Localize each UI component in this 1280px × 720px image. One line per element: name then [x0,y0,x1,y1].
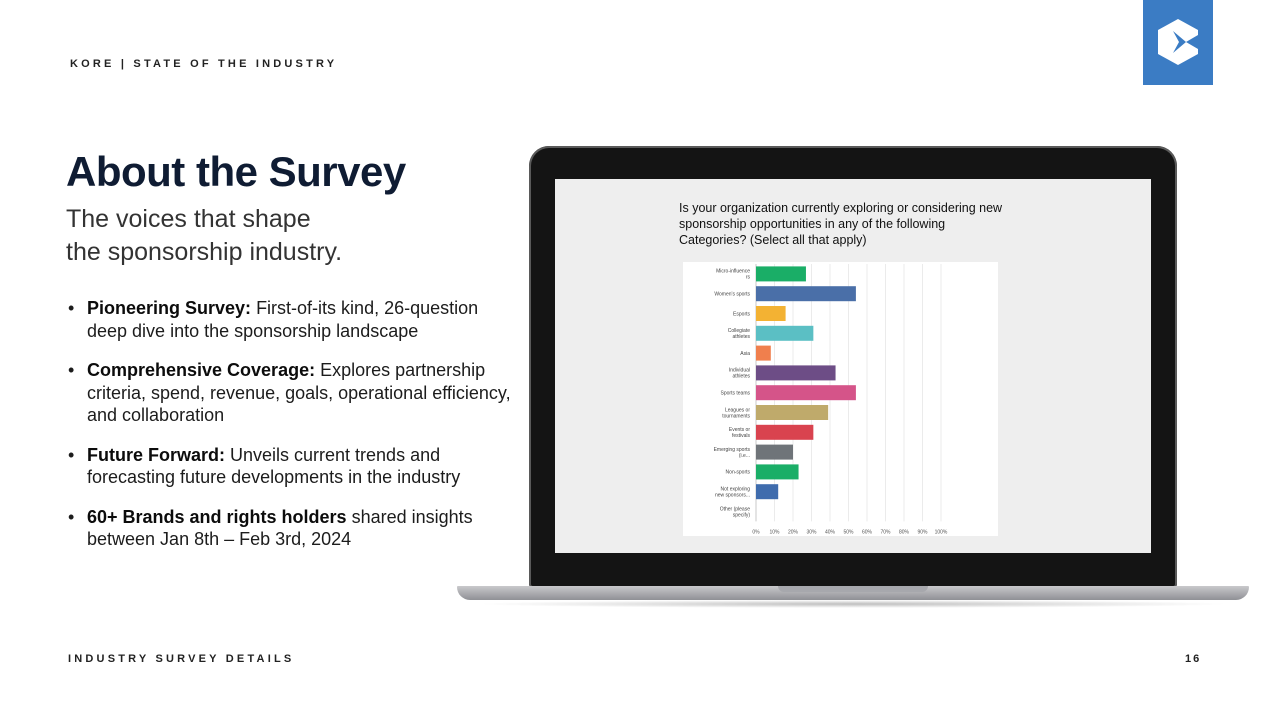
x-tick-label: 100% [935,529,948,535]
survey-bar-chart: 0% 10% 20% 30% 40% 50% 60% 70% 80% 90% 100% Micro-i… [683,262,998,536]
category-label: Individual athletes [729,368,751,380]
category-label: Events or festivals [729,427,751,439]
category-label: Leagues or tournaments [722,407,750,419]
bullet-text: Unveils current trends and forecasting f… [87,444,461,488]
bar [756,345,771,361]
category-label: Women's sports [714,292,750,298]
x-tick-label: 50% [843,529,854,535]
bar-chart-svg: 0% 10% 20% 30% 40% 50% 60% 70% 80% 90% 100% Micro-i… [714,264,948,535]
x-tick-label: 80% [899,529,910,535]
hexagon-logo-icon [1158,19,1198,65]
x-tick-label: 70% [880,529,891,535]
bar [756,405,829,420]
page-title: About the Survey [66,148,406,195]
subtitle-line-1: The voices that shape [66,205,311,233]
bullet-list: Pioneering Survey: First-of-its kind, 26… [68,297,518,568]
bullet-heading: Future Forward: [87,444,225,465]
bar [756,484,779,500]
x-tick-label: 20% [788,529,799,535]
bullet-text: Explores partnership criteria, spend, re… [87,360,511,425]
bullet-heading: Pioneering Survey: [87,298,252,318]
bar [756,325,814,341]
bullet-text: First-of-its kind, 26-question deep dive… [87,298,479,341]
bullet-item: 60+ Brands and rights holders shared ins… [68,506,518,551]
category-label: Emerging sports (i.e... [714,447,751,459]
category-label: Other (please specify) [720,506,751,518]
bar [756,306,786,321]
bar [756,286,856,302]
category-label: Asia [740,351,750,357]
bullet-item: Comprehensive Coverage: Explores partner… [68,359,518,427]
category-label: Not exploring new sponsors... [715,487,750,499]
brand-separator: | [120,58,128,70]
bar [756,385,856,401]
subtitle-line-2: the sponsorship industry. [66,238,343,266]
bullet-item: Pioneering Survey: First-of-its kind, 26… [68,297,518,342]
laptop-notch [778,586,928,592]
category-label: Sports teams [721,391,751,397]
section-name: STATE OF THE INDUSTRY [133,58,338,70]
bullet-item: Future Forward: Unveils current trends a… [68,444,518,489]
category-label: Collegiate athletes [728,328,751,340]
page-number: 16 [1185,653,1202,665]
bullet-heading: 60+ Brands and rights holders [87,506,347,527]
bar [756,266,806,282]
x-tick-label: 0% [752,529,760,535]
kore-logo [1143,0,1213,85]
bullet-text: shared insights between Jan 8th – Feb 3r… [87,506,473,550]
x-tick-label: 30% [806,529,817,535]
footer-label: INDUSTRY SURVEY DETAILS [68,653,295,665]
category-label: Micro-influence rs [716,269,750,281]
bar [756,464,799,480]
laptop-base [457,586,1249,600]
bar [756,424,814,440]
x-tick-label: 40% [825,529,836,535]
survey-question: Is your organization currently exploring… [679,201,1003,247]
x-tick-label: 60% [862,529,873,535]
bar [756,365,836,381]
header-brand: KORE | STATE OF THE INDUSTRY [70,58,337,70]
category-label: Non-sports [726,470,751,476]
laptop-shadow [475,600,1231,608]
brand-name: KORE [70,58,115,70]
x-tick-label: 10% [769,529,780,535]
category-label: Esports [733,311,750,317]
bar [756,444,793,460]
page-subtitle: The voices that shape the sponsorship in… [66,203,486,269]
bullet-heading: Comprehensive Coverage: [87,360,316,380]
x-tick-label: 90% [917,529,928,535]
